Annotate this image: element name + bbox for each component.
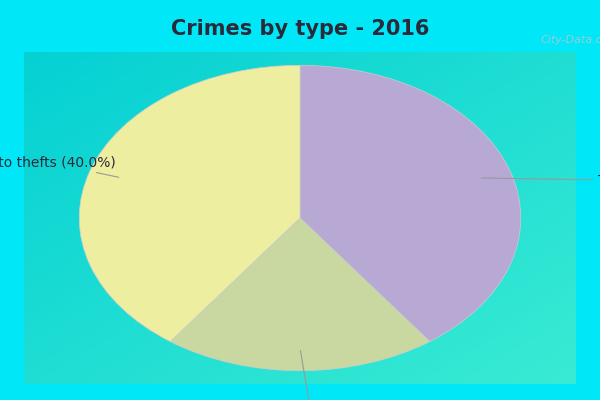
Text: Thefts (40.0%): Thefts (40.0%) (481, 174, 600, 188)
Wedge shape (170, 218, 430, 371)
Text: Crimes by type - 2016: Crimes by type - 2016 (171, 18, 429, 39)
Text: City-Data.com: City-Data.com (541, 35, 600, 45)
Text: Auto thefts (40.0%): Auto thefts (40.0%) (0, 155, 119, 177)
Wedge shape (300, 65, 521, 342)
Text: Burglaries (20.0%): Burglaries (20.0%) (246, 350, 376, 400)
Wedge shape (79, 65, 300, 342)
